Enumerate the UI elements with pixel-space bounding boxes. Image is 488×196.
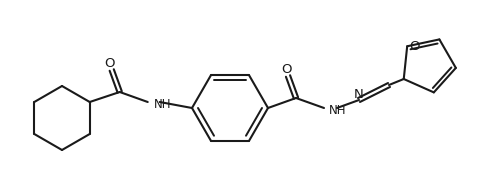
Text: O: O xyxy=(281,63,291,75)
Text: NH: NH xyxy=(329,103,346,116)
Text: NH: NH xyxy=(154,97,171,111)
Text: O: O xyxy=(104,56,115,70)
Text: O: O xyxy=(409,40,420,53)
Text: N: N xyxy=(354,87,364,101)
